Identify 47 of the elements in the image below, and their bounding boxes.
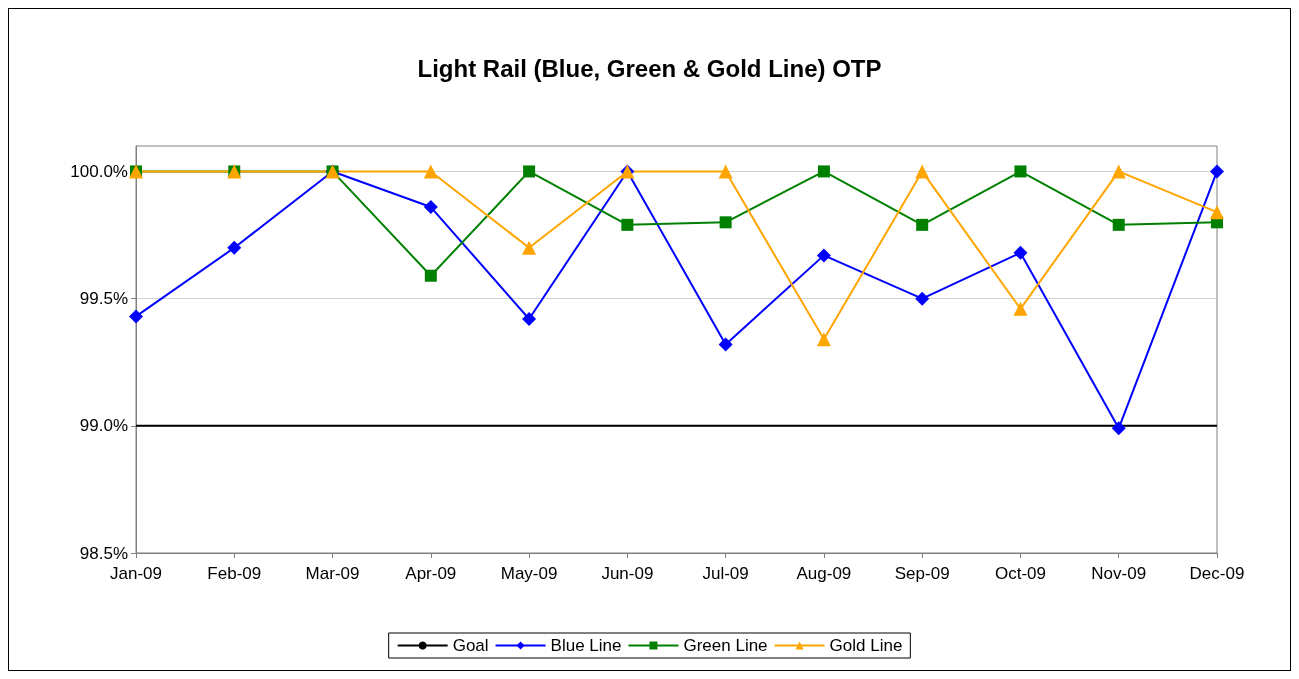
x-tick-label: Dec-09 xyxy=(1189,564,1245,583)
point xyxy=(1210,205,1224,220)
x-tick-label: Mar-09 xyxy=(305,564,360,583)
point xyxy=(719,216,732,229)
point xyxy=(817,165,830,178)
x-tick-label: Jul-09 xyxy=(702,564,749,583)
y-tick-label: 100.0% xyxy=(70,161,128,181)
legend-label: Goal xyxy=(452,636,489,655)
point xyxy=(227,240,242,255)
point xyxy=(424,269,437,282)
legend-label: Green Line xyxy=(683,636,768,655)
x-tick-label: Aug-09 xyxy=(796,564,852,583)
point xyxy=(816,248,831,263)
legend-label: Gold Line xyxy=(829,636,903,655)
point xyxy=(621,218,634,231)
y-tick-label: 99.0% xyxy=(79,416,128,436)
x-tick-label: Feb-09 xyxy=(207,564,262,583)
y-tick-label: 99.5% xyxy=(79,289,128,309)
point xyxy=(718,337,733,352)
point xyxy=(916,218,929,231)
point xyxy=(1111,421,1126,436)
y-tick-label: 98.5% xyxy=(79,543,128,563)
point xyxy=(915,164,930,179)
x-tick-label: Apr-09 xyxy=(405,564,457,583)
point xyxy=(129,309,143,324)
x-tick-label: Nov-09 xyxy=(1091,564,1147,583)
point xyxy=(423,200,438,215)
chart-title: Light Rail (Blue, Green & Gold Line) OTP xyxy=(417,54,882,82)
point xyxy=(1013,245,1028,260)
x-tick-label: Oct-09 xyxy=(994,564,1046,583)
point xyxy=(522,311,537,326)
point xyxy=(1014,165,1027,178)
x-tick-label: Sep-09 xyxy=(894,564,950,583)
legend-label: Blue Line xyxy=(550,636,622,655)
point xyxy=(816,332,831,347)
x-tick-label: Jun-09 xyxy=(601,564,654,583)
point xyxy=(718,164,733,179)
x-tick-label: May-09 xyxy=(500,564,558,583)
point xyxy=(1111,164,1126,179)
point xyxy=(1013,301,1028,316)
point xyxy=(522,240,537,255)
point xyxy=(915,291,930,306)
point xyxy=(423,164,438,179)
point xyxy=(1210,164,1224,179)
x-tick-label: Jan-09 xyxy=(110,564,162,583)
point xyxy=(523,165,536,178)
point xyxy=(1112,218,1125,231)
